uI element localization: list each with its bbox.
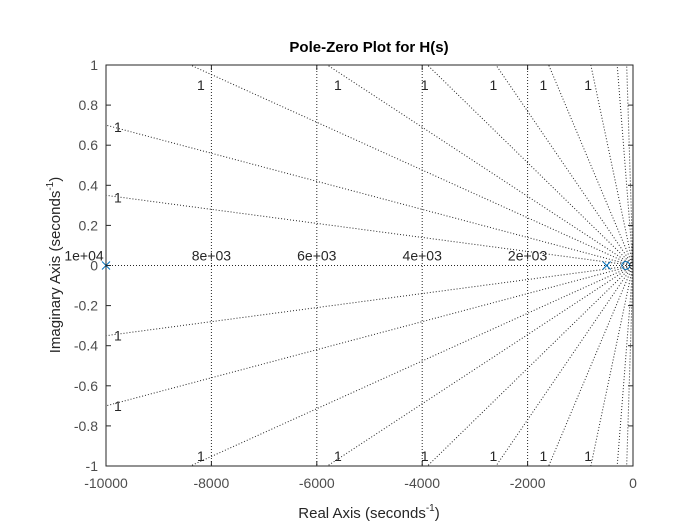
damping-grid-label: 1 [114,119,122,135]
damping-grid-line [616,64,634,266]
damping-grid-line [105,124,634,266]
damping-grid-line [327,265,634,467]
damping-grid-line [105,265,634,407]
damping-grid-label: 1 [421,77,429,93]
y-tick-label: 0.2 [79,217,99,233]
y-tick-label: -0.2 [74,298,98,314]
damping-grid-label: 1 [489,448,497,464]
damping-grid-line [327,64,634,266]
chart-title: Pole-Zero Plot for H(s) [289,39,448,56]
y-tick-label: -0.4 [74,338,98,354]
damping-grid-line [626,64,634,266]
x-tick-label: -6000 [299,475,335,491]
y-tick-label: 1 [90,57,98,73]
damping-grid-label: 1 [114,328,122,344]
damping-grid-label: 1 [114,189,122,205]
x-axis-label: Real Axis (seconds-1) [298,503,439,522]
x-tick-label: -2000 [510,475,546,491]
x-tick-label: -8000 [193,475,229,491]
y-tick-label: 0.8 [79,97,99,113]
damping-grid-label: 1 [114,398,122,414]
damping-grid-line [590,265,634,467]
y-tick-label: 0.6 [79,137,99,153]
damping-grid-line [548,265,634,467]
damping-grid-label: 1 [421,448,429,464]
pole-marker-stroke [602,261,612,270]
x-tick-label: -10000 [84,475,128,491]
damping-grid-label: 1 [584,448,592,464]
frequency-grid-label: 8e+03 [192,248,232,264]
damping-grid-label: 1 [489,77,497,93]
frequency-grid-label: 6e+03 [297,248,337,264]
frequency-grid-label: 2e+03 [508,248,548,264]
frequency-grid-label: 1e+04 [64,248,104,264]
damping-grid-line [616,265,634,467]
damping-grid-label: 1 [540,448,548,464]
y-tick-label: 0 [90,258,98,274]
frequency-grid-label: 4e+03 [403,248,443,264]
damping-grid-label: 1 [334,77,342,93]
damping-grid-line [626,265,634,467]
y-tick-label: -0.8 [74,418,98,434]
damping-grid-label: 1 [584,77,592,93]
damping-grid-label: 1 [197,448,205,464]
damping-grid-line [590,64,634,266]
damping-grid-label: 1 [334,448,342,464]
tick-layer: -10000 -8000 -6000 -4000 -2000 0 -1 -0.8 -0.6 -0.… [74,57,637,491]
damping-grid-line [548,64,634,266]
y-tick-label: 0.4 [79,177,99,193]
x-tick-label: 0 [629,475,637,491]
pole-marker [602,261,612,270]
y-tick-label: -1 [86,458,99,474]
damping-grid-label: 1 [197,77,205,93]
grid-label-layer: 1e+04 8e+03 6e+03 4e+03 2e+03 1 1 1 1 1 1 1 1 1 1 1 1 1 1 1… [64,77,592,464]
y-tick-label: -0.6 [74,378,98,394]
x-tick-label: -4000 [404,475,440,491]
damping-grid-label: 1 [540,77,548,93]
y-axis-label: Imaginary Axis (seconds-1) [45,177,64,353]
